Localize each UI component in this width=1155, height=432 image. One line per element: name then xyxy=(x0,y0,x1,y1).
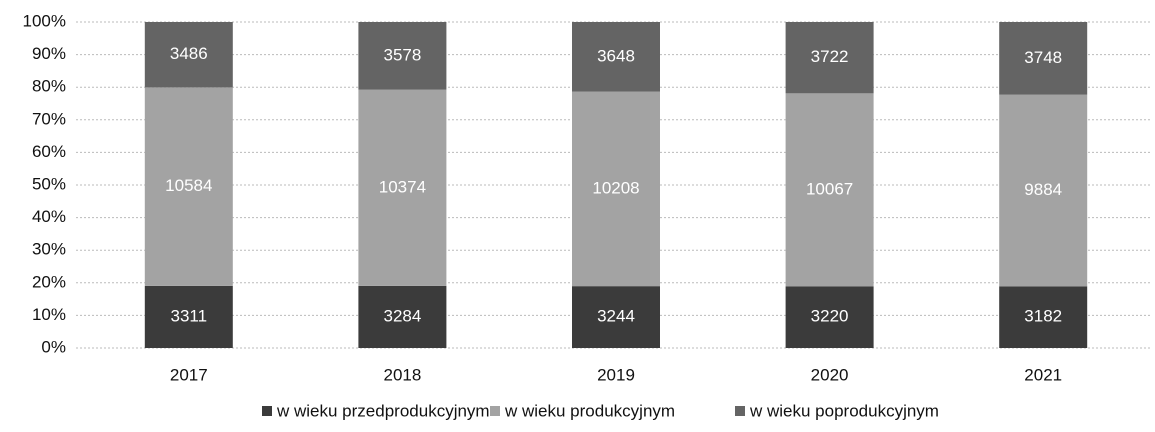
data-label: 3220 xyxy=(811,307,849,326)
data-label: 3284 xyxy=(383,306,421,325)
legend-label: w wieku poprodukcyjnym xyxy=(749,401,939,420)
data-label: 10584 xyxy=(165,176,212,195)
y-tick-label: 30% xyxy=(32,240,66,259)
y-tick-label: 20% xyxy=(32,272,66,291)
bar-segment xyxy=(572,91,660,287)
data-label: 3722 xyxy=(811,47,849,66)
data-label: 3748 xyxy=(1024,48,1062,67)
bar-segment xyxy=(785,286,874,348)
legend-label: w wieku przedprodukcyjnym xyxy=(276,401,490,420)
y-tick-label: 50% xyxy=(32,174,66,193)
bar-segment xyxy=(785,22,874,94)
bar-segment xyxy=(572,22,660,92)
legend-swatch xyxy=(262,406,272,416)
y-tick-label: 80% xyxy=(32,77,66,96)
data-label: 3486 xyxy=(170,44,208,63)
data-label: 3244 xyxy=(597,307,635,326)
y-tick-label: 40% xyxy=(32,207,66,226)
bar-segment xyxy=(572,286,660,348)
bar-segment xyxy=(785,93,874,287)
x-tick-label: 2018 xyxy=(383,365,421,384)
data-label: 3648 xyxy=(597,46,635,65)
y-tick-label: 100% xyxy=(23,11,66,30)
data-label: 10067 xyxy=(806,179,853,198)
bar-segment xyxy=(999,22,1088,95)
data-label: 3311 xyxy=(171,306,208,325)
bar-segment xyxy=(999,94,1088,287)
data-label: 3182 xyxy=(1024,307,1062,326)
data-label: 3578 xyxy=(383,45,421,64)
y-tick-label: 60% xyxy=(32,142,66,161)
legend-swatch xyxy=(490,406,500,416)
x-tick-label: 2017 xyxy=(170,365,208,384)
y-tick-label: 10% xyxy=(32,305,66,324)
bar-segment xyxy=(144,285,233,348)
y-tick-label: 70% xyxy=(32,109,66,128)
legend-swatch xyxy=(735,406,745,416)
bar-segment xyxy=(358,89,447,286)
y-tick-label: 0% xyxy=(41,337,66,356)
data-label: 9884 xyxy=(1024,180,1062,199)
data-label: 10208 xyxy=(592,178,639,197)
x-tick-label: 2020 xyxy=(811,365,849,384)
y-tick-label: 90% xyxy=(32,44,66,63)
x-tick-label: 2019 xyxy=(597,365,635,384)
bar-segment xyxy=(999,286,1088,348)
bar-segment xyxy=(358,22,447,90)
bar-segment xyxy=(144,87,233,286)
x-tick-label: 2021 xyxy=(1024,365,1062,384)
data-label: 10374 xyxy=(379,177,426,196)
legend-label: w wieku produkcyjnym xyxy=(504,401,675,420)
bar-segment xyxy=(358,285,447,348)
bar-segment xyxy=(144,22,233,88)
